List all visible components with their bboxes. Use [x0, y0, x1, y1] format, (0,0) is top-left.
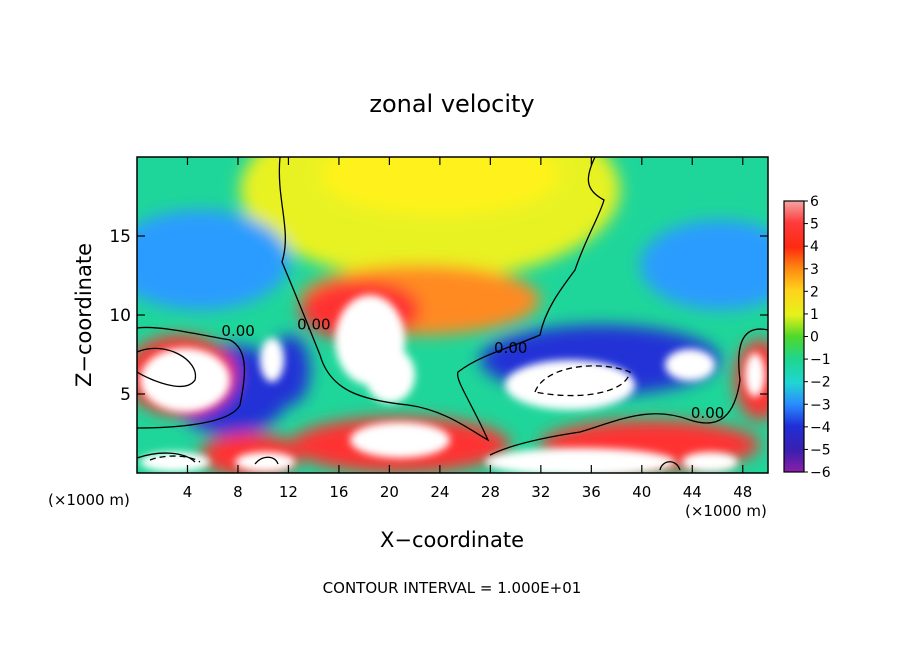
x-tick-label: 48 [733, 483, 752, 501]
colorbar-ticks: 6 5 4 3 2 1 0 −1 −2 −3 −4 −5 −6 [804, 194, 831, 481]
colorbar-tick-label: −4 [810, 420, 831, 436]
x-tick-label: 40 [632, 483, 651, 501]
y-axis-label: Z−coordinate [72, 243, 96, 387]
contour-west-inner [137, 347, 196, 388]
x-axis-label: X−coordinate [380, 528, 524, 552]
x-tick-label: 28 [481, 483, 500, 501]
colorbar-tick-label: −6 [810, 465, 831, 481]
colorbar-tick-label: 2 [810, 284, 819, 300]
x-tick-label: 24 [430, 483, 449, 501]
colorbar-tick-label: 0 [810, 330, 819, 346]
zero-contour-west [137, 326, 246, 429]
x-tick-label: 44 [683, 483, 702, 501]
zero-contour-east [489, 328, 768, 456]
x-tick-label: 32 [531, 483, 550, 501]
contour-label: 0.00 [494, 339, 527, 357]
contour-label: 0.00 [691, 404, 724, 422]
colorbar-tick-label: −3 [810, 397, 831, 413]
contour-lines [137, 157, 768, 471]
colorbar-tick-label: −5 [810, 442, 831, 458]
colorbar-tick-label: 3 [810, 262, 819, 278]
contour-west-bottom [137, 452, 196, 463]
colorbar-tick-label: −2 [810, 375, 831, 391]
x-tick-label: 16 [329, 483, 348, 501]
y-tick-label: 5 [120, 385, 131, 405]
contour-labels: 0.00 0.00 0.00 0.00 [221, 315, 724, 421]
y-axis-ticks: 5 10 15 [109, 227, 768, 405]
x-unit-left: (×1000 m) [48, 491, 130, 509]
colorbar-tick-label: 5 [810, 217, 819, 233]
colorbar-tick-label: 1 [810, 307, 819, 323]
x-unit-right: (×1000 m) [685, 502, 767, 520]
contour-east-bottom [659, 461, 681, 471]
x-tick-label: 8 [233, 483, 243, 501]
colorbar-tick-label: −1 [810, 352, 831, 368]
colorbar-tick-label: 6 [810, 194, 819, 210]
contour-west-dashed [149, 455, 201, 463]
colorbar-tick-label: 4 [810, 239, 819, 255]
contour-mid-bottom [254, 456, 279, 465]
contour-label: 0.00 [297, 315, 330, 333]
contour-east-inner [534, 365, 631, 397]
colorbar [783, 200, 805, 473]
y-tick-label: 15 [109, 227, 131, 247]
x-tick-label: 20 [380, 483, 399, 501]
contour-label: 0.00 [221, 322, 254, 340]
zero-contour-left [278, 157, 605, 442]
x-tick-label: 4 [183, 483, 193, 501]
chart-title: zonal velocity [369, 90, 534, 118]
y-tick-label: 10 [109, 306, 131, 326]
x-tick-label: 36 [582, 483, 601, 501]
x-axis-ticks: 4 8 12 16 20 24 28 32 36 40 44 48 [183, 157, 752, 501]
heatmap-field [137, 157, 768, 473]
x-tick-label: 12 [279, 483, 298, 501]
contour-interval-note: CONTOUR INTERVAL = 1.000E+01 [323, 579, 582, 597]
